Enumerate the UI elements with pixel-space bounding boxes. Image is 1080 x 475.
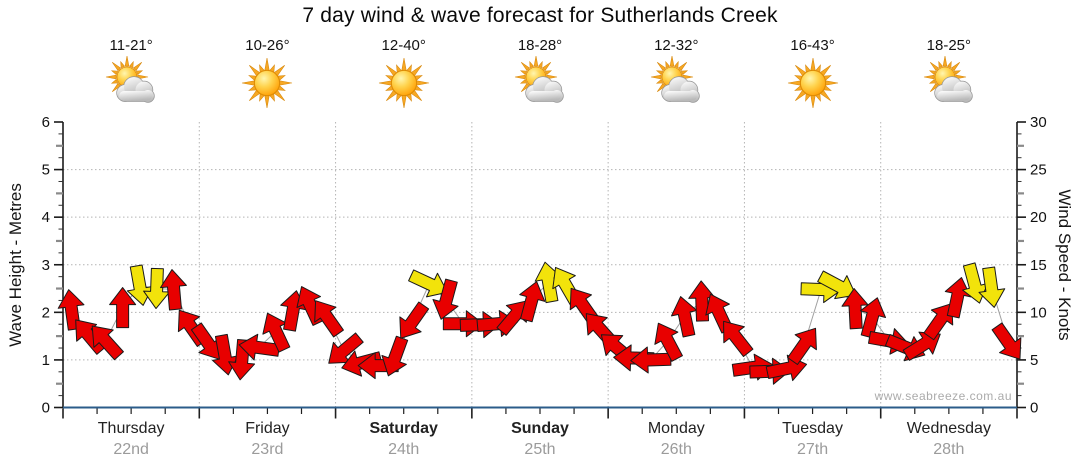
sun-core	[799, 70, 826, 96]
sun-cloud-icon	[106, 56, 155, 103]
wind-arrow	[902, 331, 941, 361]
x-axis-date-label: 28th	[933, 441, 965, 458]
sun-icon	[787, 57, 838, 108]
wave-axis-tick-label: 4	[42, 209, 50, 226]
wave-axis-tick-label: 0	[42, 400, 50, 417]
wind-axis-tick-label: 25	[1030, 162, 1047, 179]
day-header-monday: 12-32°	[624, 37, 728, 108]
day-header-sunday: 18-28°	[488, 37, 592, 108]
sun-icon	[378, 57, 429, 108]
temperature-range: 12-32°	[654, 37, 699, 54]
x-axis-date-label: 26th	[660, 441, 692, 458]
wind-arrow	[817, 270, 857, 300]
wind-axis-tick-label: 0	[1030, 400, 1038, 417]
wind-arrow	[408, 269, 448, 298]
wave-axis-tick-label: 1	[42, 352, 50, 369]
wind-arrow	[787, 327, 817, 366]
x-axis-date-label: 25th	[524, 441, 556, 458]
wind-arrow	[978, 266, 1006, 308]
cloud-body	[934, 77, 972, 102]
wind-axis-tick-label: 5	[1030, 352, 1038, 369]
temperature-range: 18-25°	[926, 37, 972, 54]
sun-cloud-icon	[923, 56, 973, 103]
x-axis-day-label: Thursday	[97, 420, 165, 437]
wave-axis-tick-label: 6	[42, 114, 50, 131]
wind-arrow	[314, 300, 344, 338]
sun-rays	[787, 57, 838, 108]
page-title: 7 day wind & wave forecast for Sutherlan…	[302, 4, 778, 27]
wave-axis-tick-label: 2	[42, 304, 50, 321]
wind-arrow	[991, 322, 1022, 360]
wind-arrow	[91, 325, 124, 361]
wave-height-axis-label: Wave Height - Metres	[6, 183, 25, 347]
sun-rays	[378, 57, 429, 108]
wind-arrow	[944, 277, 972, 319]
wind-arrow	[859, 297, 887, 339]
wind-axis-tick-label: 15	[1030, 257, 1047, 274]
wind-arrow	[496, 300, 528, 336]
x-axis-day-label: Wednesday	[906, 420, 991, 437]
sun-core	[254, 70, 281, 96]
x-axis-date-label: 22nd	[113, 441, 149, 458]
wind-arrow	[381, 335, 409, 377]
x-axis-day-label: Sunday	[511, 420, 569, 437]
wind-arrow	[519, 281, 546, 323]
day-header-thursday: 11-21°	[79, 37, 183, 108]
cloud-body	[662, 77, 700, 102]
sun-core	[390, 70, 417, 96]
wind-arrow	[399, 301, 430, 339]
wind-arrow	[75, 319, 107, 355]
day-header-friday: 10-26°	[215, 37, 319, 108]
x-axis-date-label: 23rd	[251, 441, 284, 458]
wind-axis-tick-label: 10	[1030, 304, 1047, 321]
temperature-range: 18-28°	[517, 37, 563, 54]
wind-arrow	[654, 322, 683, 362]
x-axis-day-label: Friday	[245, 420, 290, 437]
wind-arrow	[160, 269, 187, 311]
cloud-body	[526, 77, 563, 102]
x-axis-date-label: 27th	[796, 441, 829, 458]
x-axis-day-label: Saturday	[369, 420, 438, 437]
wind-arrow	[432, 278, 459, 320]
wind-arrow	[923, 303, 954, 341]
temperature-range: 12-40°	[381, 37, 426, 54]
temperature-range: 16-43°	[790, 37, 835, 54]
day-header-saturday: 12-40°	[352, 37, 456, 108]
sun-icon	[242, 57, 293, 108]
wind-arrow	[630, 346, 672, 374]
wind-speed-axis-label: Wind Speed - Knots	[1055, 189, 1074, 341]
wind-arrow	[109, 287, 137, 329]
wave-axis-tick-label: 5	[42, 162, 50, 179]
day-header-wednesday: 18-25°	[897, 37, 1001, 108]
wave-axis-tick-label: 3	[42, 257, 50, 274]
x-axis-day-label: Monday	[647, 420, 705, 437]
watermark-text: www.seabreeze.com.au	[874, 389, 1012, 403]
wind-arrow	[841, 288, 869, 330]
x-axis-day-label: Tuesday	[782, 420, 843, 437]
sun-cloud-icon	[514, 56, 564, 103]
x-axis-date-label: 24th	[388, 441, 420, 458]
cloud-body	[117, 77, 155, 102]
day-header-tuesday: 16-43°	[761, 37, 865, 108]
sun-cloud-icon	[651, 56, 700, 103]
wind-arrow	[723, 320, 754, 358]
sun-rays	[242, 57, 293, 108]
wind-axis-tick-label: 20	[1030, 209, 1047, 226]
temperature-range: 10-26°	[245, 37, 290, 54]
temperature-range: 11-21°	[109, 37, 153, 54]
wind-axis-tick-label: 30	[1030, 114, 1047, 131]
